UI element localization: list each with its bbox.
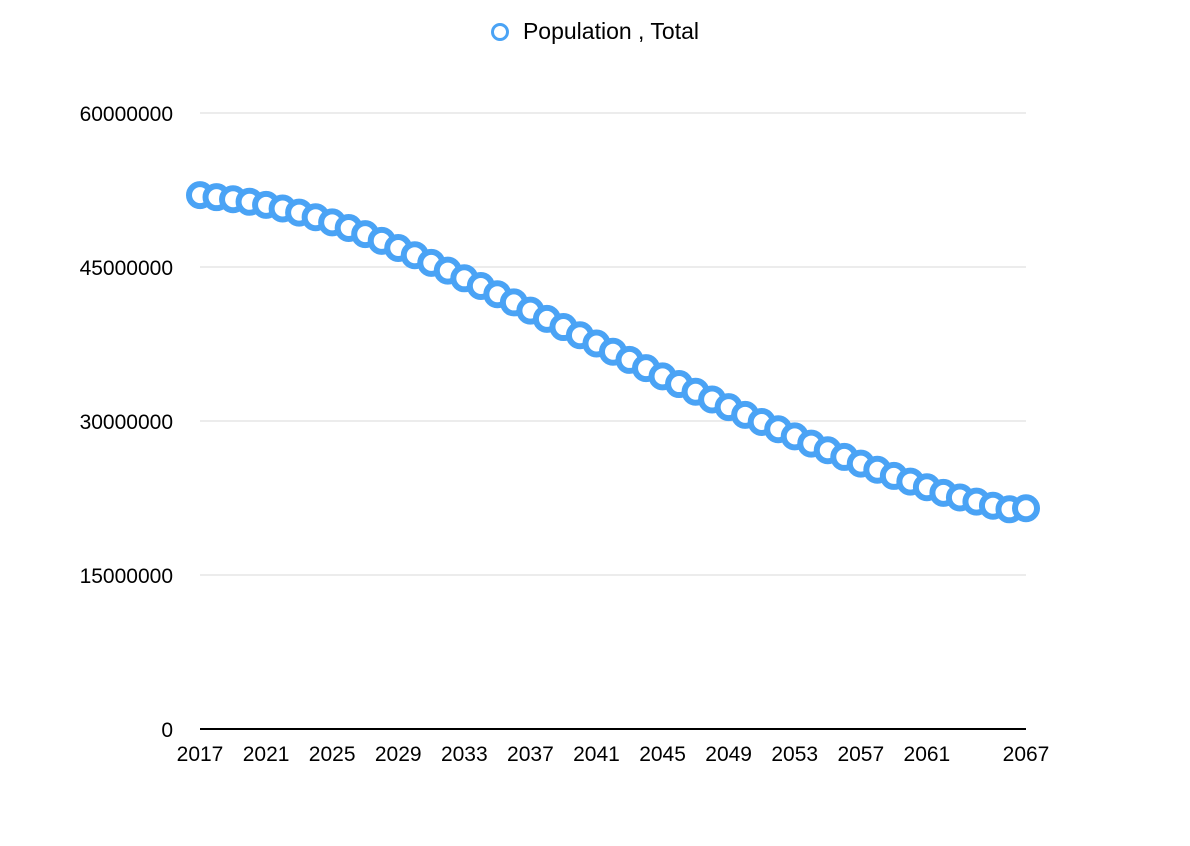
x-tick-label: 2045 [639,743,686,766]
y-tick-label: 30000000 [80,411,173,434]
x-tick-label: 2061 [904,743,951,766]
series-points [186,181,1040,524]
x-axis-ticks: 2017 2021 2025 2029 2033 2037 2041 2045 2049 2053… [177,743,1050,766]
legend: Population , Total [0,18,1190,45]
x-tick-label: 2029 [375,743,422,766]
legend-label: Population , Total [522,18,700,44]
legend-marker-icon [490,22,509,41]
x-tick-label: 2057 [837,743,884,766]
y-tick-label: 45000000 [80,257,173,280]
x-tick-label: 2049 [705,743,752,766]
x-tick-label: 2037 [507,743,554,766]
y-tick-label: 15000000 [80,565,173,588]
x-tick-label: 2067 [1003,743,1050,766]
y-tick-label: 0 [161,719,173,742]
x-tick-label: 2053 [771,743,818,766]
x-tick-label: 2025 [309,743,356,766]
data-point [1012,494,1040,523]
y-axis-ticks: 0 15000000 30000000 45000000 60000000 [80,103,173,742]
x-tick-label: 2033 [441,743,488,766]
x-tick-label: 2017 [177,743,224,766]
x-tick-label: 2021 [243,743,290,766]
grid-lines [200,112,1026,576]
y-tick-label: 60000000 [80,103,173,126]
x-tick-label: 2041 [573,743,620,766]
